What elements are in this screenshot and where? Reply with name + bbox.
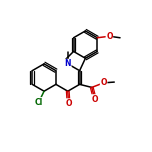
Text: O: O — [100, 78, 107, 87]
Text: O: O — [65, 99, 72, 108]
Text: O: O — [92, 95, 98, 104]
Text: N: N — [65, 59, 71, 68]
Text: O: O — [106, 32, 113, 41]
Text: Cl: Cl — [35, 98, 43, 107]
